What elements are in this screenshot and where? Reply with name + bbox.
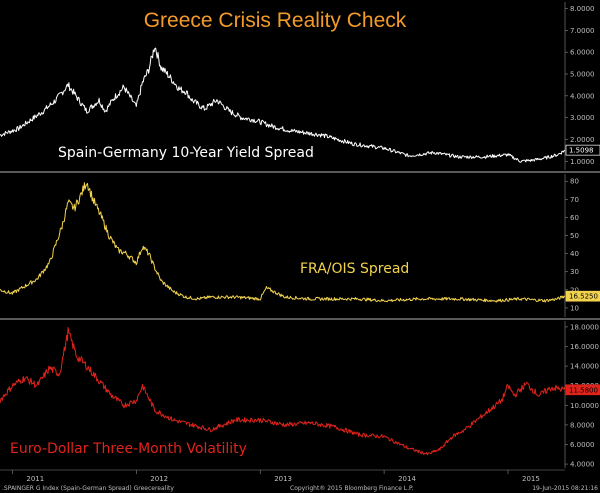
y-tick-label: 6.0000 [570,441,595,449]
footer: .SPAINGER G Index (Spain-German Spread) … [2,485,598,492]
y-tick-label: 30 [570,268,579,276]
y-tick-label: 40 [570,250,579,258]
last-value-box [565,290,600,302]
y-tick-label: 4.0000 [570,461,595,469]
panel-3: 18.000016.000014.000012.000010.00008.000… [0,321,600,469]
series-line [0,47,566,163]
x-tick-label: 2012 [150,475,168,483]
y-tick-label: 8.0000 [570,5,595,13]
y-tick-label: 2.0000 [570,136,595,144]
y-tick-label: 14.0000 [570,363,599,371]
footer-timestamp: 19-Jun-2015 08:21:16 [532,485,598,492]
y-tick-label: 5.0000 [570,71,595,79]
y-tick-label: 6.0000 [570,49,595,57]
series-title: Euro-Dollar Three-Month Volatility [10,441,247,457]
series-line [0,327,566,456]
chart-panels: 8.0000 7.0000 6.0000 5.0000 4.0000 3.0000 2.00… [0,2,600,469]
y-tick-label: 70 [570,196,579,204]
y-tick-label: 8.0000 [570,421,595,429]
y-tick-label: 20 [570,286,579,294]
y-tick-label: 16.0000 [570,343,599,351]
y-tick-label: 10.0000 [570,402,599,410]
x-tick-label: 2015 [522,475,540,483]
last-value-label: 16.5250 [569,293,598,301]
y-tick-label: 7.0000 [570,27,595,35]
titles-layer: Greece Crisis Reality Check [144,9,407,32]
last-value-box [565,144,600,156]
last-value-label: 1.5098 [569,147,594,155]
series-title: Spain-Germany 10-Year Yield Spread [58,145,314,161]
last-value-box [565,384,600,396]
y-tick-label: 60 [570,214,579,222]
y-tick-label: 4.0000 [570,92,595,100]
y-tick-label: 18.0000 [570,323,599,331]
x-axis: 2011 2012 2013 2014 2015 [0,469,565,483]
chart-title: Greece Crisis Reality Check [144,9,407,32]
panel-2: 80 70 60 50 40 30 20 10 16.5250 FRA/OIS Spread [0,174,600,320]
series-title: FRA/OIS Spread [300,261,409,277]
y-tick-label: 3.0000 [570,114,595,122]
x-tick-label: 2011 [26,475,44,483]
x-tick-label: 2014 [398,475,416,483]
y-tick-label: 80 [570,178,579,186]
panel-1: 8.0000 7.0000 6.0000 5.0000 4.0000 3.0000 2.00… [0,2,600,173]
last-value-label: 11.5800 [569,386,598,394]
series-line [0,182,566,303]
footer-source: .SPAINGER G Index (Spain-German Spread) … [2,485,174,492]
y-tick-label: 10 [570,304,579,312]
footer-copyright: Copyright® 2015 Bloomberg Finance L.P. [290,485,414,492]
x-tick-label: 2013 [274,475,292,483]
y-tick-label: 1.0000 [570,158,595,166]
y-tick-label: 50 [570,232,579,240]
